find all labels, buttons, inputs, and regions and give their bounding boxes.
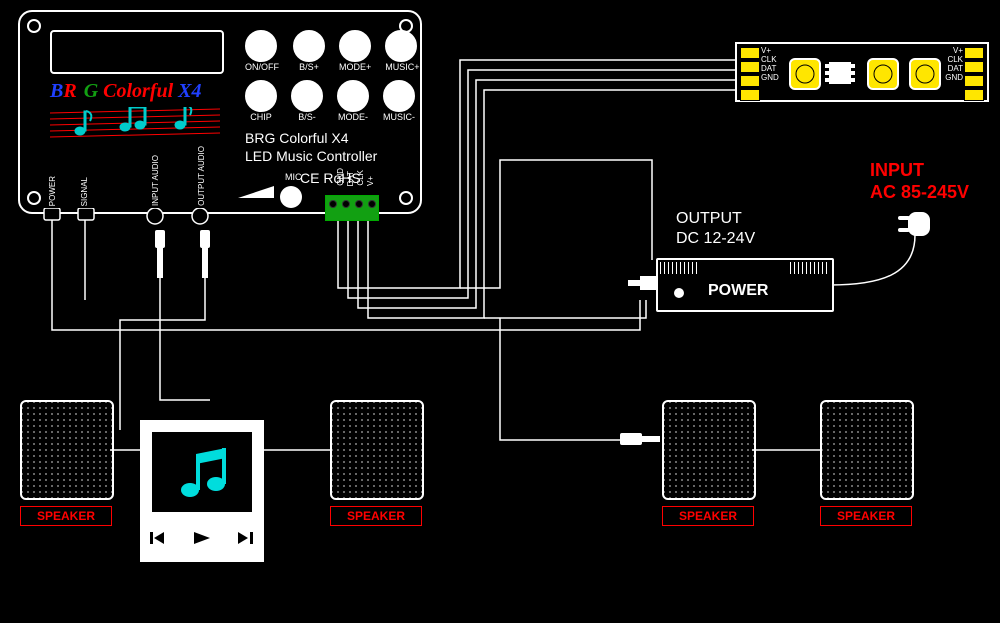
speaker-link-wire xyxy=(0,0,1000,623)
